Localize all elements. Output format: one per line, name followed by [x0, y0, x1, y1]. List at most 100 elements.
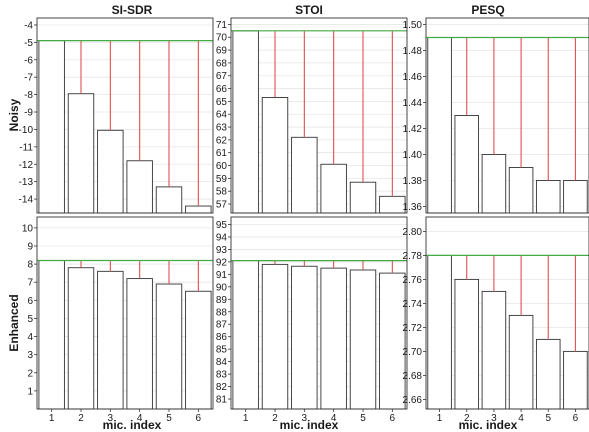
bar-mic-5	[535, 180, 561, 214]
y-tick-label: -8	[24, 90, 33, 101]
bar-mic-3	[97, 270, 124, 410]
panel-frame	[36, 216, 214, 410]
y-tick-label: 1.42	[403, 124, 423, 135]
x-tick-label: 1	[243, 413, 249, 424]
x-tick-label: 6	[573, 413, 579, 424]
y-tick-label: -14	[19, 195, 34, 206]
y-tick-label: 57	[216, 200, 228, 211]
y-tick-label: 2.72	[403, 323, 423, 334]
bar-mic-3	[481, 290, 507, 410]
bar-mic-6	[185, 290, 212, 410]
y-tick-label: 65	[216, 97, 228, 108]
y-tick-label: 2.66	[403, 395, 423, 406]
y-tick-label: 89	[216, 295, 228, 306]
y-tick-label: 1.40	[403, 150, 423, 161]
y-tick-label: 7	[27, 278, 33, 289]
y-tick-label: 2	[27, 368, 33, 379]
bar-mic-4	[320, 267, 347, 410]
y-tick-label: 1.38	[403, 176, 423, 187]
y-tick-label: 2.80	[403, 227, 423, 238]
y-tick-label: -12	[19, 160, 34, 171]
y-tick-label: 8	[27, 260, 33, 271]
y-tick-label: 64	[216, 110, 228, 121]
y-tick-label: 69	[216, 46, 228, 57]
x-axis-label-si-sdr: mic. index	[103, 418, 162, 432]
x-tick-label: 4	[518, 413, 524, 424]
bar-mic-6	[379, 195, 406, 214]
y-tick-label: 70	[216, 33, 228, 44]
y-tick-label: 92	[216, 257, 228, 268]
y-tick-label: 62	[216, 135, 228, 146]
y-tick-label: 2.70	[403, 347, 423, 358]
bar-mic-2	[454, 115, 480, 214]
bar-mic-5	[155, 283, 183, 410]
y-tick-label: 85	[216, 345, 228, 356]
y-tick-label: 58	[216, 187, 228, 198]
y-tick-label: -6	[24, 55, 33, 66]
y-tick-label: 68	[216, 58, 228, 69]
bar-mic-4	[508, 167, 534, 214]
bar-mic-1	[232, 30, 259, 214]
bar-mic-5	[535, 338, 561, 410]
column-title-stoi: STOI	[295, 3, 323, 17]
bar-mic-6	[185, 205, 212, 214]
bar-mic-6	[563, 350, 588, 410]
bar-mic-6	[379, 272, 406, 410]
y-tick-label: 82	[216, 382, 228, 393]
bar-mic-5	[349, 269, 377, 410]
y-tick-label: 3	[27, 350, 33, 361]
y-tick-label: 91	[216, 270, 228, 281]
x-tick-label: 6	[390, 413, 396, 424]
bar-mic-5	[155, 186, 183, 214]
x-tick-label: 6	[196, 413, 202, 424]
panel-frame	[425, 17, 589, 214]
y-tick-label: 1.36	[403, 202, 423, 213]
y-tick-label: 94	[216, 232, 228, 243]
x-tick-label: 3	[302, 413, 308, 424]
bar-mic-3	[291, 265, 318, 410]
bar-mic-6	[563, 180, 588, 214]
y-tick-label: 59	[216, 174, 228, 185]
y-tick-label: 87	[216, 320, 228, 331]
bar-mic-4	[320, 163, 347, 214]
y-tick-label: 61	[216, 148, 228, 159]
y-tick-label: 95	[216, 220, 228, 231]
x-tick-label: 5	[545, 413, 551, 424]
bar-mic-2	[67, 267, 95, 410]
row-label-noisy: Noisy	[7, 98, 21, 131]
x-tick-label: 3	[108, 413, 114, 424]
x-axis-label-stoi: mic. index	[280, 418, 339, 432]
y-tick-label: 5	[27, 314, 33, 325]
x-tick-label: 4	[331, 413, 337, 424]
x-tick-label: 5	[166, 413, 172, 424]
panel-frame	[425, 216, 589, 410]
y-tick-label: 2.78	[403, 251, 423, 262]
y-tick-label: 90	[216, 282, 228, 293]
x-tick-label: 2	[272, 413, 278, 424]
y-tick-label: 83	[216, 370, 228, 381]
y-tick-label: 1.48	[403, 46, 423, 57]
y-tick-label: -10	[19, 125, 34, 136]
bar-mic-2	[454, 278, 480, 410]
bar-mic-2	[261, 263, 289, 410]
y-tick-label: 1	[27, 386, 33, 397]
y-tick-label: -4	[24, 20, 33, 31]
y-tick-label: 93	[216, 245, 228, 256]
x-tick-label: 2	[78, 413, 84, 424]
y-tick-label: 66	[216, 84, 228, 95]
y-tick-label: 1.44	[403, 98, 423, 109]
chart-panel-noisy-pesq: 1.36 1.38 1.40 1.42 1.44 1.46 1.48 1.50	[403, 17, 589, 214]
y-tick-label: 4	[27, 332, 33, 343]
y-tick-label: 10	[22, 223, 34, 234]
bar-mic-1	[427, 254, 452, 410]
panel-frame	[36, 17, 214, 214]
y-tick-label: 84	[216, 357, 228, 368]
x-tick-label: 1	[437, 413, 443, 424]
y-tick-label: 9	[27, 241, 33, 252]
panel-frame	[230, 17, 408, 214]
bar-mic-1	[232, 260, 259, 410]
bar-mic-5	[349, 181, 377, 214]
panel-frame	[230, 216, 408, 410]
